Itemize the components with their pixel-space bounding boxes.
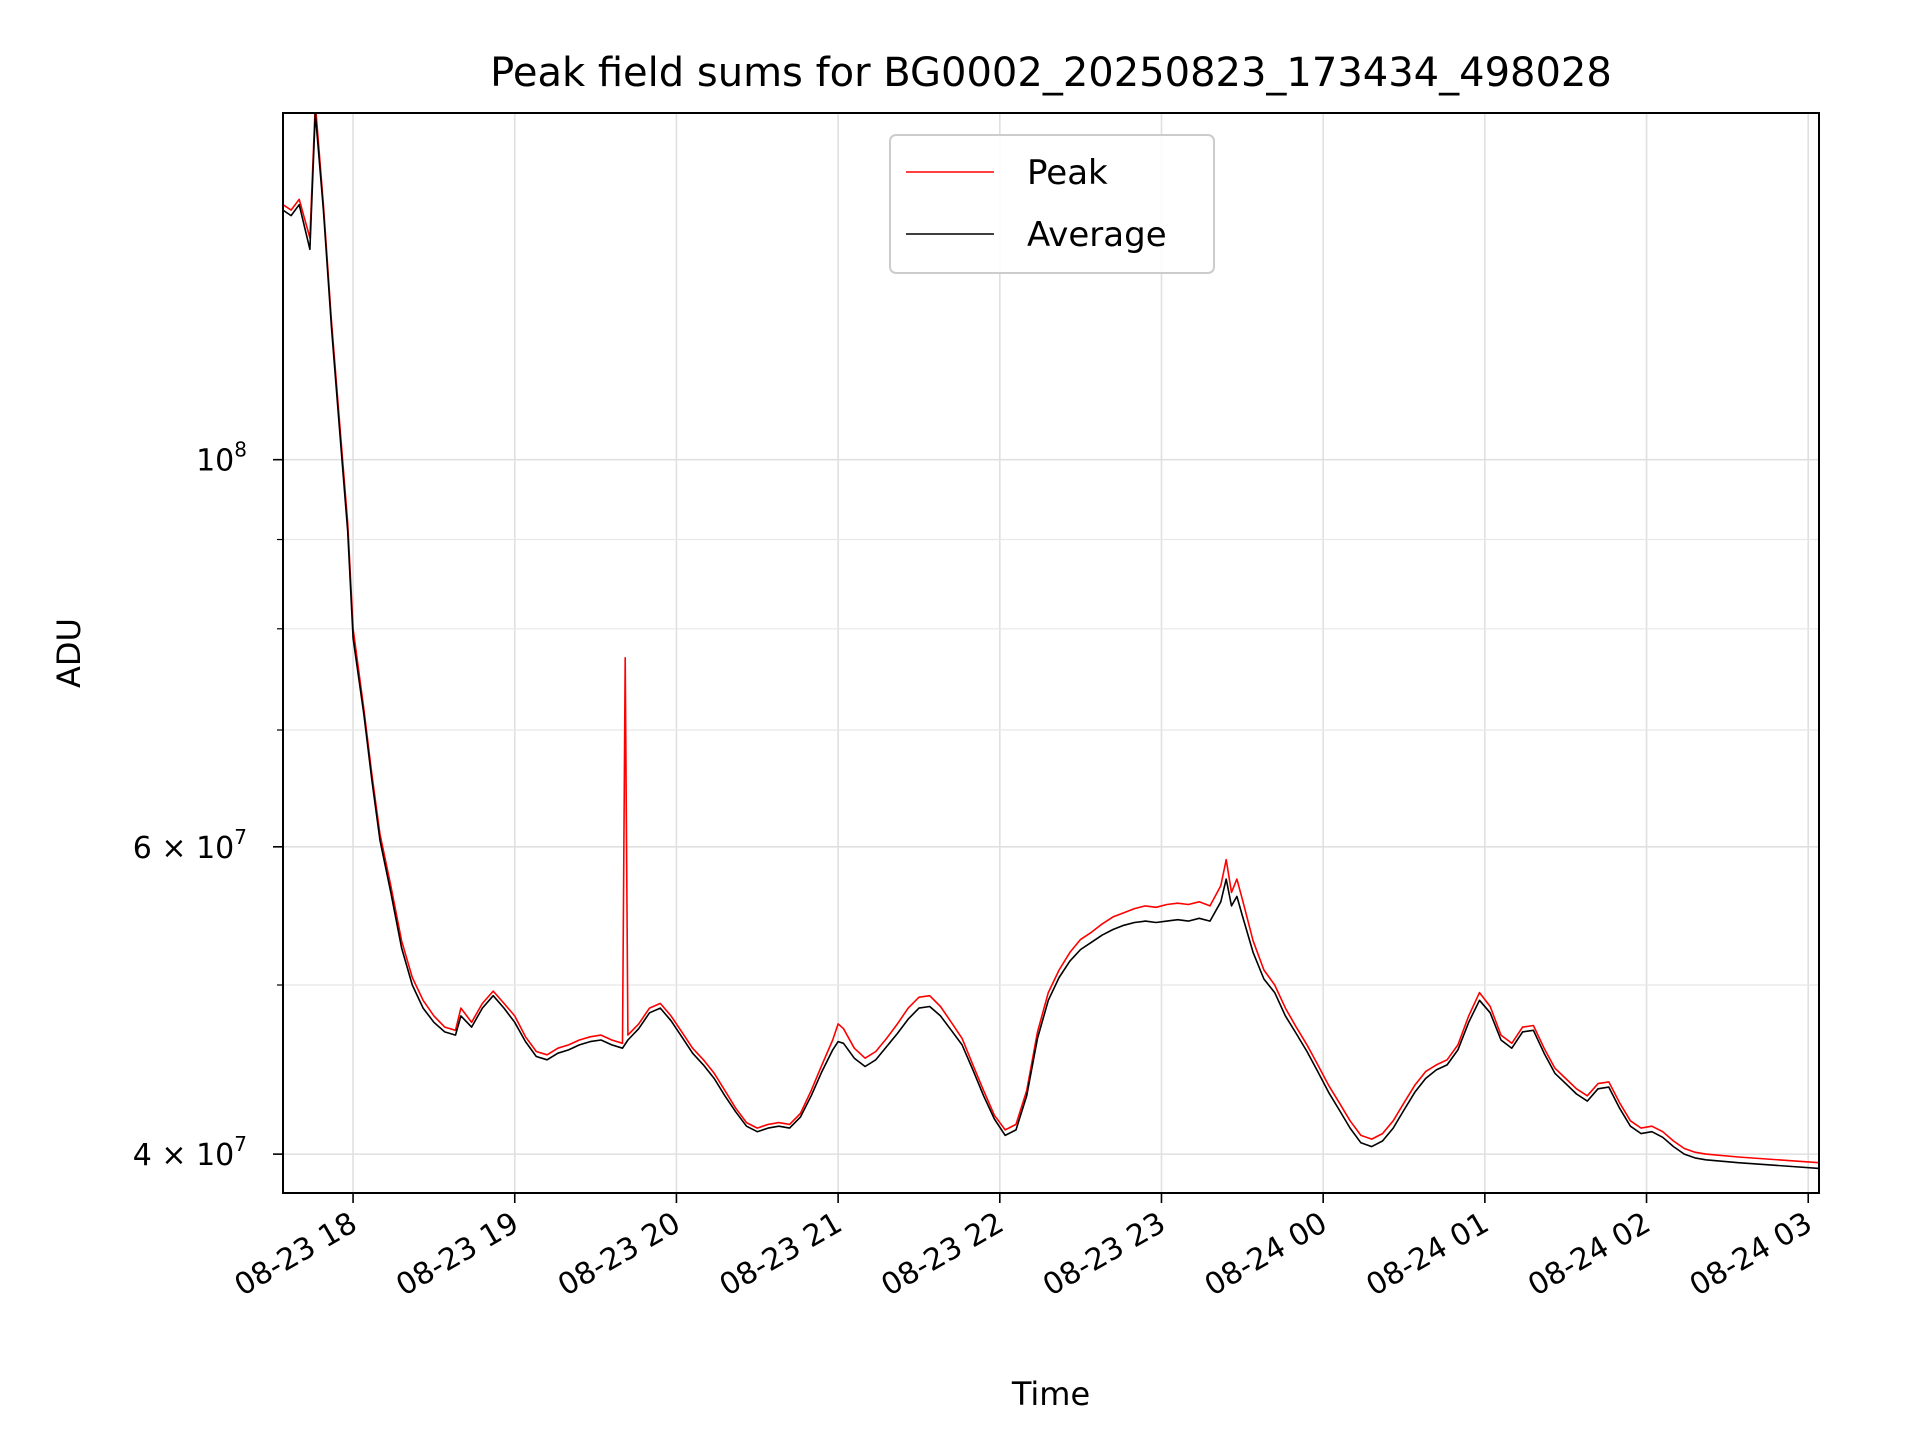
grid [283, 113, 1819, 1193]
legend: Peak Average [889, 134, 1215, 274]
legend-label-peak: Peak [1027, 153, 1108, 193]
y-axis-label: ADU [50, 618, 88, 688]
chart-title: Peak field sums for BG0002_20250823_1734… [490, 50, 1612, 96]
y-tick-exponent: 7 [234, 825, 247, 849]
y-tick-base: 4 × 10 [133, 1138, 234, 1173]
y-tick-label: 4 × 107 [133, 1132, 247, 1173]
plot-frame [282, 112, 1820, 1194]
y-tick-label: 108 [196, 438, 247, 479]
series-line-peak [283, 113, 1819, 1164]
y-tick-base: 10 [196, 444, 234, 479]
series-line-average [283, 113, 1819, 1170]
legend-label-average: Average [1027, 215, 1167, 255]
y-tick-base: 6 × 10 [133, 831, 234, 866]
y-tick-exponent: 8 [234, 438, 247, 462]
x-axis-label: Time [1011, 1375, 1090, 1413]
y-tick-exponent: 7 [234, 1132, 247, 1156]
y-tick-label: 6 × 107 [133, 825, 247, 866]
series-layer [283, 113, 1819, 1170]
legend-box [889, 134, 1215, 274]
